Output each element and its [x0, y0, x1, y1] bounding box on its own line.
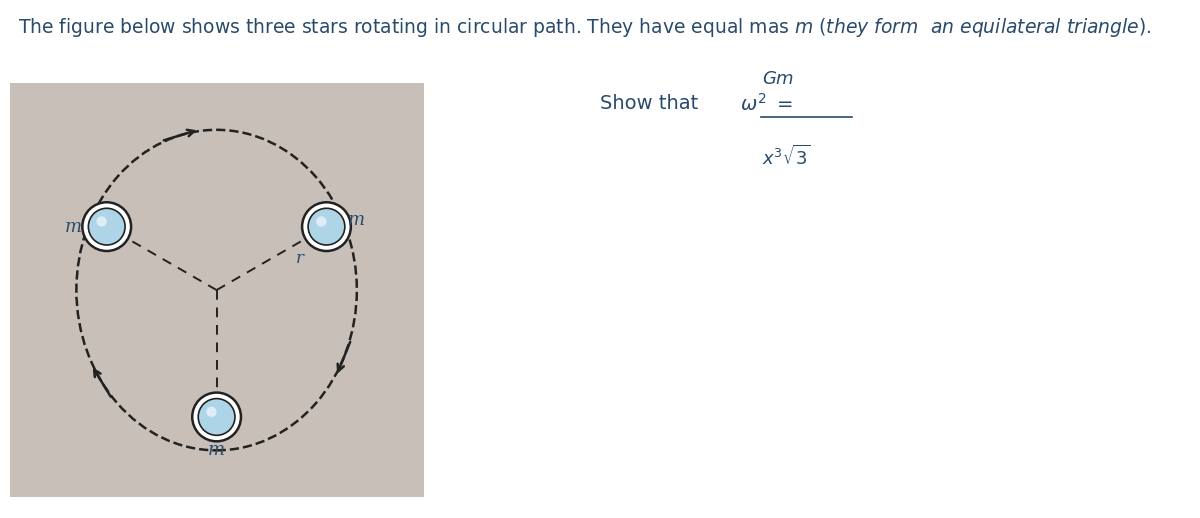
Circle shape	[83, 202, 131, 251]
Text: Show that: Show that	[600, 94, 698, 113]
Text: m: m	[348, 211, 365, 229]
Polygon shape	[10, 83, 424, 497]
Text: $\omega^2\ =$: $\omega^2\ =$	[740, 93, 793, 114]
Circle shape	[302, 202, 350, 251]
Circle shape	[192, 393, 241, 441]
Circle shape	[316, 217, 326, 227]
Circle shape	[308, 208, 344, 245]
Text: r: r	[296, 250, 304, 267]
Text: $Gm$: $Gm$	[762, 70, 794, 88]
Text: $x^3\sqrt{3}$: $x^3\sqrt{3}$	[762, 145, 811, 169]
Circle shape	[96, 217, 107, 227]
Circle shape	[89, 208, 125, 245]
Text: m: m	[208, 441, 226, 459]
Circle shape	[198, 398, 235, 435]
Text: The figure below shows three stars rotating in circular path. They have equal ma: The figure below shows three stars rotat…	[18, 16, 1152, 38]
Text: m: m	[65, 218, 82, 236]
Circle shape	[206, 407, 216, 417]
